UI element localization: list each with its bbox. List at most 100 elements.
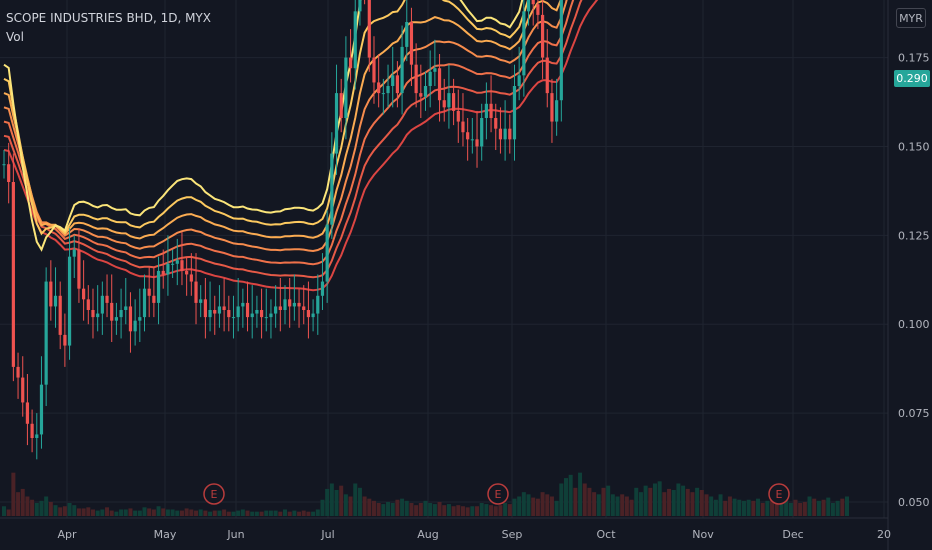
candle-body[interactable] xyxy=(269,313,273,318)
candle-body[interactable] xyxy=(189,274,193,282)
candle-body[interactable] xyxy=(292,302,296,307)
candle-body[interactable] xyxy=(447,93,451,108)
candle-body[interactable] xyxy=(555,100,559,122)
candle-body[interactable] xyxy=(44,281,48,385)
candle-body[interactable] xyxy=(372,57,376,83)
candle-body[interactable] xyxy=(339,93,343,119)
candle-body[interactable] xyxy=(526,0,531,12)
candle-body[interactable] xyxy=(540,14,545,58)
candle-body[interactable] xyxy=(494,118,498,129)
candle-body[interactable] xyxy=(320,281,325,296)
candle-body[interactable] xyxy=(16,366,20,378)
candle-body[interactable] xyxy=(325,224,329,282)
candle-body[interactable] xyxy=(142,288,147,318)
candle-body[interactable] xyxy=(358,0,362,12)
candle-body[interactable] xyxy=(72,249,76,257)
candle-body[interactable] xyxy=(381,93,385,95)
candle-body[interactable] xyxy=(175,260,179,264)
candle-body[interactable] xyxy=(133,320,137,332)
candle-body[interactable] xyxy=(194,281,198,303)
candle-body[interactable] xyxy=(334,93,339,154)
candle-body[interactable] xyxy=(433,68,437,72)
candle-body[interactable] xyxy=(531,0,535,5)
currency-button[interactable]: MYR xyxy=(896,8,926,28)
candle-body[interactable] xyxy=(503,128,507,140)
candle-body[interactable] xyxy=(100,295,104,314)
candle-body[interactable] xyxy=(39,384,44,435)
candle-body[interactable] xyxy=(283,299,287,311)
candle-body[interactable] xyxy=(536,4,540,15)
candle-body[interactable] xyxy=(25,402,30,424)
candle-body[interactable] xyxy=(489,103,493,119)
candle-body[interactable] xyxy=(86,299,90,311)
candle-body[interactable] xyxy=(119,310,123,318)
candle-body[interactable] xyxy=(67,256,72,346)
earnings-marker[interactable] xyxy=(487,483,509,505)
candle-body[interactable] xyxy=(96,313,100,318)
candle-body[interactable] xyxy=(185,270,189,275)
candle-body[interactable] xyxy=(124,306,128,311)
candle-body[interactable] xyxy=(559,0,563,101)
candle-body[interactable] xyxy=(171,263,175,265)
candle-body[interactable] xyxy=(138,317,142,321)
candle-body[interactable] xyxy=(152,295,156,303)
candle-body[interactable] xyxy=(236,306,240,318)
candle-body[interactable] xyxy=(550,93,554,122)
candle-body[interactable] xyxy=(147,288,151,296)
candle-body[interactable] xyxy=(508,128,512,140)
candle-body[interactable] xyxy=(114,317,118,321)
candle-body[interactable] xyxy=(128,306,133,332)
candle-body[interactable] xyxy=(82,288,86,300)
candle-body[interactable] xyxy=(166,263,170,275)
candle-body[interactable] xyxy=(203,299,207,318)
candle-body[interactable] xyxy=(53,295,58,307)
candle-body[interactable] xyxy=(227,310,231,318)
candle-body[interactable] xyxy=(259,310,264,318)
candle-body[interactable] xyxy=(475,139,479,147)
candle-body[interactable] xyxy=(35,434,39,439)
candle-body[interactable] xyxy=(208,310,212,318)
candle-body[interactable] xyxy=(470,139,474,141)
earnings-marker[interactable] xyxy=(768,483,790,505)
candle-body[interactable] xyxy=(409,22,414,65)
candle-body[interactable] xyxy=(330,153,334,225)
candle-body[interactable] xyxy=(437,68,442,101)
candle-body[interactable] xyxy=(161,270,165,275)
earnings-marker[interactable] xyxy=(203,483,225,505)
candle-body[interactable] xyxy=(274,306,278,314)
candle-body[interactable] xyxy=(344,57,348,119)
symbol-title[interactable]: SCOPE INDUSTRIES BHD, 1D, MYX xyxy=(6,11,211,25)
candle-body[interactable] xyxy=(49,281,53,307)
candle-body[interactable] xyxy=(306,310,311,318)
candle-body[interactable] xyxy=(110,302,114,321)
candle-body[interactable] xyxy=(498,128,503,140)
candle-body[interactable] xyxy=(91,310,95,318)
candle-body[interactable] xyxy=(2,164,6,166)
candle-body[interactable] xyxy=(452,93,456,111)
candle-body[interactable] xyxy=(522,11,526,76)
candle-body[interactable] xyxy=(311,313,315,318)
candle-body[interactable] xyxy=(217,306,222,314)
candle-body[interactable] xyxy=(156,270,161,303)
candle-body[interactable] xyxy=(353,11,357,69)
candle-body[interactable] xyxy=(428,71,432,87)
candle-body[interactable] xyxy=(278,306,282,311)
candle-body[interactable] xyxy=(419,93,423,97)
candle-body[interactable] xyxy=(21,377,25,403)
candle-body[interactable] xyxy=(302,306,306,311)
candle-body[interactable] xyxy=(423,86,428,97)
candle-body[interactable] xyxy=(288,299,292,307)
candle-body[interactable] xyxy=(466,132,470,140)
candle-body[interactable] xyxy=(180,260,184,271)
candle-body[interactable] xyxy=(250,313,254,318)
candle-body[interactable] xyxy=(199,299,203,303)
candle-body[interactable] xyxy=(7,164,11,183)
candle-body[interactable] xyxy=(105,295,109,303)
candle-body[interactable] xyxy=(77,249,81,289)
candle-body[interactable] xyxy=(442,100,446,108)
candle-body[interactable] xyxy=(400,46,404,94)
candle-body[interactable] xyxy=(405,22,409,47)
candle-body[interactable] xyxy=(391,75,395,87)
candle-body[interactable] xyxy=(480,118,484,147)
candle-body[interactable] xyxy=(348,57,353,69)
